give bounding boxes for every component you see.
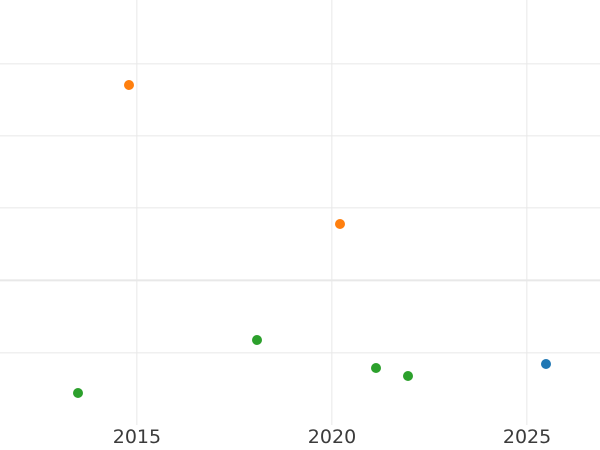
plot-area [0, 0, 600, 425]
x-axis: 2015 2020 2025 [0, 425, 600, 450]
data-point-orange-series [334, 219, 345, 230]
x-tick-label: 2020 [307, 426, 357, 448]
data-point-green-series [371, 362, 382, 373]
y-gridline [0, 62, 600, 65]
data-point-green-series [403, 370, 414, 381]
x-tick-label: 2025 [502, 426, 552, 448]
y-gridline [0, 207, 600, 209]
y-gridline [0, 279, 600, 282]
data-point-green-series [251, 335, 262, 346]
x-gridline [136, 0, 138, 425]
x-gridline [526, 0, 528, 425]
x-tick-label: 2015 [112, 426, 162, 448]
y-gridline [0, 352, 600, 354]
data-point-green-series [72, 388, 83, 399]
data-point-orange-series [124, 79, 135, 90]
x-gridline [331, 0, 333, 425]
data-point-blue-series [540, 358, 551, 369]
y-gridline [0, 135, 600, 137]
